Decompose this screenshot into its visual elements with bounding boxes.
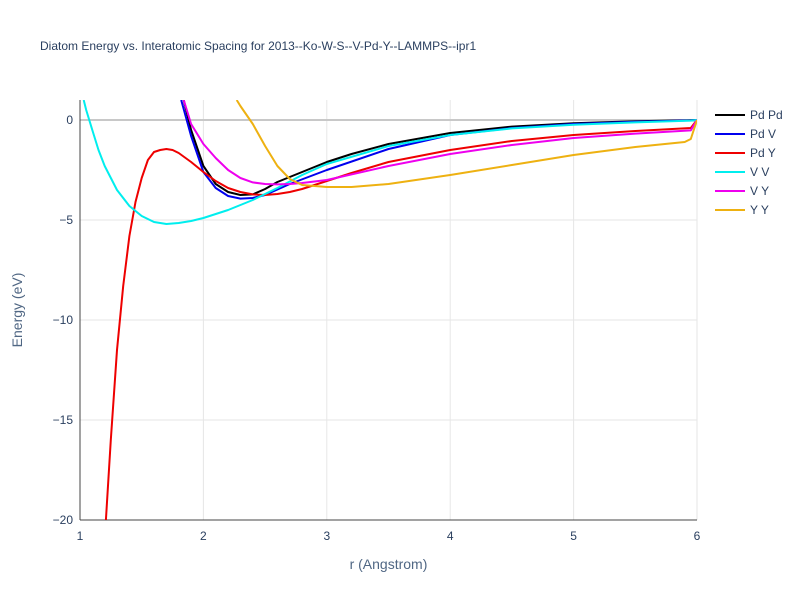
legend-label: Pd Pd [750, 108, 783, 122]
tick-labels: 1 2 3 4 5 6 0 −5 −10 −15 −20 [53, 113, 701, 543]
series-lines [82, 100, 697, 520]
y-axis-title: Energy (eV) [9, 273, 25, 348]
x-tick-label: 3 [323, 529, 330, 543]
y-tick-label: −10 [53, 313, 74, 327]
series-line [235, 100, 697, 188]
y-tick-label: −20 [53, 513, 74, 527]
legend-label: V V [750, 165, 769, 179]
legend: Pd Pd Pd V Pd Y V V V Y Y Y [715, 108, 783, 217]
series-line [82, 100, 697, 225]
y-tick-label: −5 [59, 213, 73, 227]
legend-label: V Y [750, 184, 769, 198]
grid-lines [79, 100, 698, 521]
x-tick-label: 6 [694, 529, 701, 543]
x-tick-label: 1 [77, 529, 84, 543]
legend-label: Pd V [750, 127, 776, 141]
y-tick-label: −15 [53, 413, 74, 427]
x-tick-label: 4 [447, 529, 454, 543]
x-tick-label: 2 [200, 529, 207, 543]
x-tick-label: 5 [570, 529, 577, 543]
series-line [104, 119, 697, 520]
x-axis-title: r (Angstrom) [350, 556, 428, 572]
series-line [182, 100, 697, 186]
legend-label: Y Y [750, 203, 769, 217]
chart-title: Diatom Energy vs. Interatomic Spacing fo… [40, 39, 476, 53]
legend-label: Pd Y [750, 146, 776, 160]
y-tick-label: 0 [66, 113, 73, 127]
